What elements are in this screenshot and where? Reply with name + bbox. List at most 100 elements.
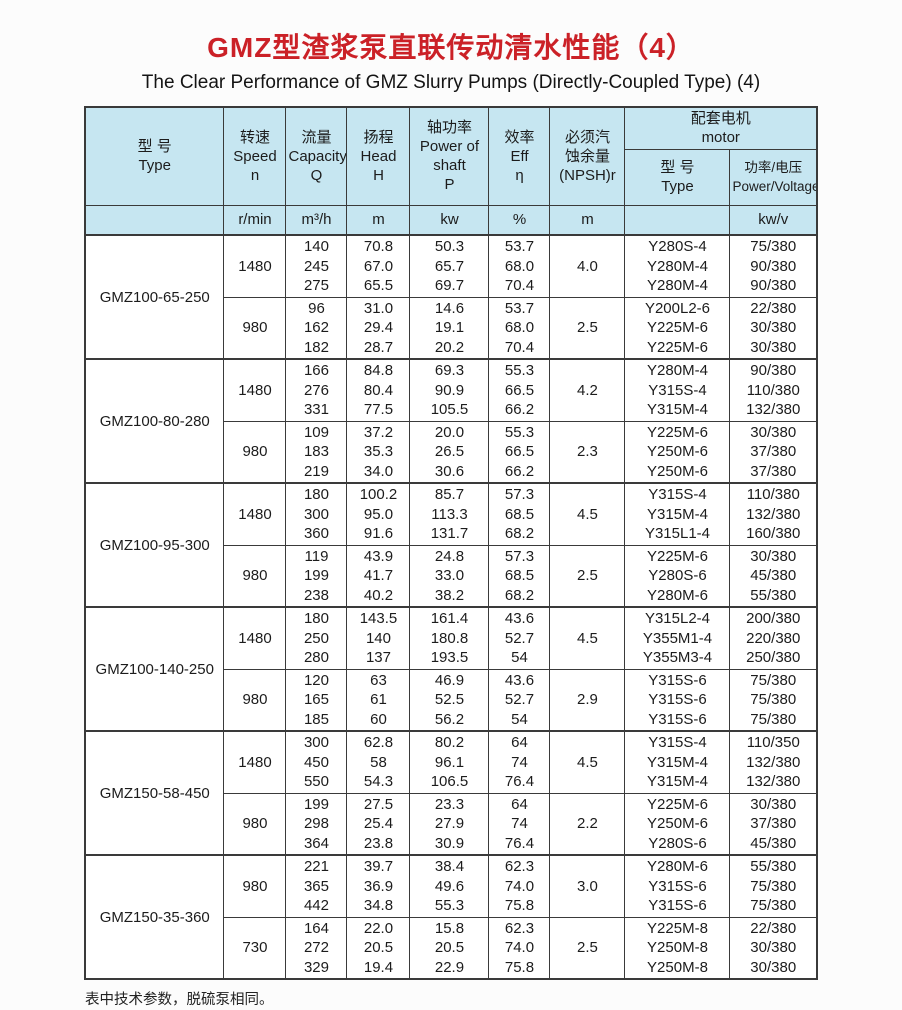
- motor-type-values: Y200L2-6 Y225M-6 Y225M-6: [624, 296, 731, 360]
- speed-value: 980: [223, 296, 287, 360]
- unit-speed: r/min: [223, 204, 287, 236]
- capacity-values: 166 276 331: [285, 358, 348, 422]
- motor-power-voltage-values: 22/380 30/380 30/380: [729, 916, 818, 980]
- head-values: 22.0 20.5 19.4: [346, 916, 411, 980]
- capacity-values: 180 250 280: [285, 606, 348, 670]
- col-header-npsh: 必须汽 蚀余量 (NPSH)r: [549, 106, 626, 206]
- pump-model: GMZ100-65-250: [84, 234, 225, 360]
- efficiency-values: 53.7 68.0 70.4: [488, 234, 551, 298]
- capacity-values: 119 199 238: [285, 544, 348, 608]
- motor-power-voltage-values: 110/380 132/380 160/380: [729, 482, 818, 546]
- capacity-values: 300 450 550: [285, 730, 348, 794]
- shaft-power-values: 46.9 52.5 56.2: [409, 668, 490, 732]
- motor-type-values: Y315S-6 Y315S-6 Y315S-6: [624, 668, 731, 732]
- unit-capacity: m³/h: [285, 204, 348, 236]
- pump-table-body: GMZ100-65-250 1480 140 245 275 70.8 67.0 65.5 50…: [84, 234, 818, 980]
- shaft-power-values: 20.0 26.5 30.6: [409, 420, 490, 484]
- motor-type-values: Y315L2-4 Y355M1-4 Y355M3-4: [624, 606, 731, 670]
- motor-power-voltage-values: 110/350 132/380 132/380: [729, 730, 818, 794]
- table-row: GMZ100-95-300 1480 180 300 360 100.2 95.0 91.6 8…: [84, 482, 818, 608]
- efficiency-values: 55.3 66.5 66.2: [488, 420, 551, 484]
- motor-type-values: Y225M-6 Y280S-6 Y280M-6: [624, 544, 731, 608]
- motor-power-voltage-values: 30/380 37/380 45/380: [729, 792, 818, 856]
- motor-power-voltage-values: 30/380 45/380 55/380: [729, 544, 818, 608]
- shaft-power-values: 14.6 19.1 20.2: [409, 296, 490, 360]
- pump-model: GMZ100-140-250: [84, 606, 225, 732]
- capacity-values: 140 245 275: [285, 234, 348, 298]
- pump-model: GMZ150-35-360: [84, 854, 225, 980]
- page-subtitle: The Clear Performance of GMZ Slurry Pump…: [141, 72, 761, 93]
- motor-type-values: Y280M-6 Y315S-6 Y315S-6: [624, 854, 731, 918]
- table-row: 980 109 183 219 37.2 35.3 34.0 20.0 26.5 30.6 55.3…: [85, 420, 818, 484]
- speed-value: 1480: [223, 234, 287, 298]
- col-header-speed: 转速 Speed n: [223, 106, 287, 206]
- head-values: 37.2 35.3 34.0: [346, 420, 411, 484]
- head-values: 143.5 140 137: [346, 606, 411, 670]
- unit-motor-type: [624, 204, 731, 236]
- speed-value: 1480: [223, 730, 287, 794]
- npsh-value: 2.2: [549, 792, 626, 856]
- npsh-value: 2.9: [549, 668, 626, 732]
- pump-model: GMZ100-95-300: [84, 482, 225, 608]
- motor-power-voltage-values: 30/380 37/380 37/380: [729, 420, 818, 484]
- motor-type-values: Y225M-8 Y250M-8 Y250M-8: [624, 916, 731, 980]
- capacity-values: 180 300 360: [285, 482, 348, 546]
- capacity-values: 221 365 442: [285, 854, 348, 918]
- motor-type-values: Y225M-6 Y250M-6 Y280S-6: [624, 792, 731, 856]
- pump-model: GMZ150-58-450: [84, 730, 225, 856]
- capacity-values: 120 165 185: [285, 668, 348, 732]
- table-row: 980 96 162 182 31.0 29.4 28.7 14.6 19.1 20.2 53.7 6…: [85, 296, 818, 360]
- motor-type-values: Y315S-4 Y315M-4 Y315M-4: [624, 730, 731, 794]
- col-header-type-zh: 型 号: [137, 138, 172, 156]
- efficiency-values: 43.6 52.7 54: [488, 606, 551, 670]
- head-values: 62.8 58 54.3: [346, 730, 411, 794]
- capacity-values: 164 272 329: [285, 916, 348, 980]
- speed-value: 980: [223, 792, 287, 856]
- col-header-capacity: 流量 Capacity Q: [285, 106, 348, 206]
- efficiency-values: 62.3 74.0 75.8: [488, 916, 551, 980]
- table-row: 730 164 272 329 22.0 20.5 19.4 15.8 20.5 22.9 62.3…: [85, 916, 818, 980]
- motor-power-voltage-values: 90/380 110/380 132/380: [729, 358, 818, 422]
- footnote: 表中技术参数，脱硫泵相同。: [85, 992, 274, 1008]
- npsh-value: 3.0: [549, 854, 626, 918]
- col-header-efficiency: 效率 Eff η: [488, 106, 551, 206]
- unit-motor-power-voltage: kw/v: [729, 204, 818, 236]
- speed-value: 1480: [223, 358, 287, 422]
- speed-value: 730: [223, 916, 287, 980]
- npsh-value: 4.5: [549, 606, 626, 670]
- npsh-value: 2.5: [549, 916, 626, 980]
- table-row: GMZ100-80-280 1480 166 276 331 84.8 80.4 77.5 69…: [84, 358, 818, 484]
- speed-value: 1480: [223, 606, 287, 670]
- pump-table-header: 型 号 Type 转速 Speed n 流量 Capacity Q 扬程 Hea…: [84, 106, 818, 236]
- motor-type-values: Y315S-4 Y315M-4 Y315L1-4: [624, 482, 731, 546]
- col-header-motor-group: 配套电机 motor: [624, 106, 818, 150]
- pump-performance-table: 型 号 Type 转速 Speed n 流量 Capacity Q 扬程 Hea…: [83, 106, 818, 980]
- efficiency-values: 55.3 66.5 66.2: [488, 358, 551, 422]
- table-row: GMZ150-58-450 1480 300 450 550 62.8 58 54.3 80.2…: [84, 730, 818, 856]
- col-header-motor-power-voltage: 功率/电压 Power/Voltage: [729, 148, 818, 206]
- speed-value: 980: [223, 854, 287, 918]
- motor-power-voltage-values: 55/380 75/380 75/380: [729, 854, 818, 918]
- npsh-value: 2.5: [549, 544, 626, 608]
- shaft-power-values: 80.2 96.1 106.5: [409, 730, 490, 794]
- table-row: 980 199 298 364 27.5 25.4 23.8 23.3 27.9 30.9 64 74…: [85, 792, 818, 856]
- table-row: 980 119 199 238 43.9 41.7 40.2 24.8 33.0 38.2 57.3…: [85, 544, 818, 608]
- efficiency-values: 57.3 68.5 68.2: [488, 544, 551, 608]
- npsh-value: 2.5: [549, 296, 626, 360]
- page-title: GMZ型渣浆泵直联传动清水性能（4）: [207, 32, 695, 63]
- npsh-value: 4.0: [549, 234, 626, 298]
- motor-type-values: Y280S-4 Y280M-4 Y280M-4: [624, 234, 731, 298]
- npsh-value: 4.5: [549, 730, 626, 794]
- speed-value: 1480: [223, 482, 287, 546]
- motor-power-voltage-values: 22/380 30/380 30/380: [729, 296, 818, 360]
- speed-value: 980: [223, 544, 287, 608]
- efficiency-values: 43.6 52.7 54: [488, 668, 551, 732]
- npsh-value: 4.2: [549, 358, 626, 422]
- pump-model: GMZ100-80-280: [84, 358, 225, 484]
- unit-head: m: [346, 204, 411, 236]
- capacity-values: 199 298 364: [285, 792, 348, 856]
- col-header-shaft-power: 轴功率 Power of shaft P: [409, 106, 490, 206]
- head-values: 84.8 80.4 77.5: [346, 358, 411, 422]
- head-values: 27.5 25.4 23.8: [346, 792, 411, 856]
